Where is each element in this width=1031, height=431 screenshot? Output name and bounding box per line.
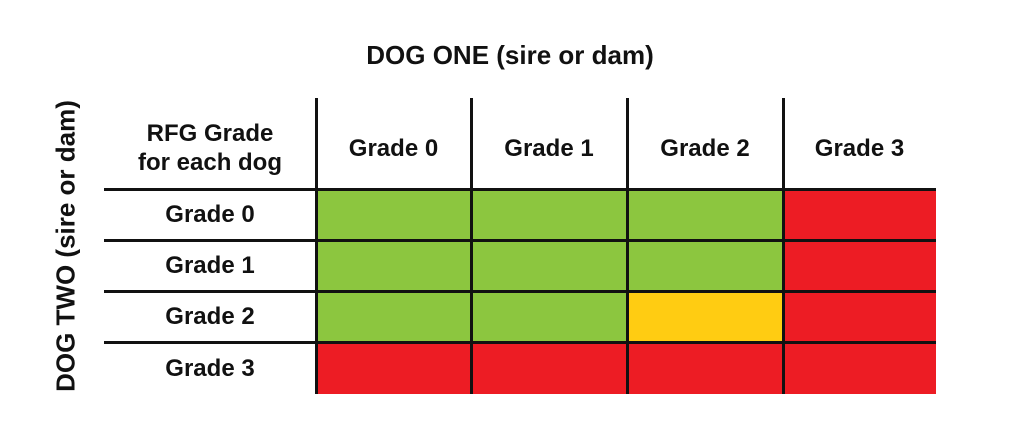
corner-label-line-1: RFG Grade (146, 120, 274, 147)
matrix-cell-red (783, 291, 936, 342)
matrix-cell-red (471, 342, 627, 394)
matrix-cell-red (783, 240, 936, 291)
grid-horizontal-line (104, 239, 936, 242)
matrix-cell-yellow (627, 291, 783, 342)
matrix-cell-green (471, 189, 627, 240)
matrix-cell-green (471, 291, 627, 342)
column-header-grade-2: Grade 2 (660, 135, 750, 162)
column-header-grade-3: Grade 3 (814, 135, 905, 162)
row-header-grade-3: Grade 3 (165, 354, 255, 382)
matrix-cell-green (316, 291, 471, 342)
row-header-grade-0: Grade 0 (165, 201, 255, 228)
corner-label: RFG Grade for each dog (104, 118, 316, 178)
matrix-cell-red (627, 342, 783, 394)
matrix-cell-red (783, 342, 936, 394)
matrix-cell-green (627, 240, 783, 291)
row-header-grade-2: Grade 2 (165, 303, 255, 330)
dog-one-axis-title: DOG ONE (sire or dam) (366, 40, 654, 70)
matrix-cell-red (783, 189, 936, 240)
dog-two-axis-title: DOG TWO (sire or dam) (50, 100, 81, 392)
grid-vertical-line (782, 98, 785, 394)
grid-vertical-line (315, 98, 318, 394)
column-header-grade-0: Grade 0 (348, 135, 439, 162)
grid-vertical-line (470, 98, 473, 394)
grid-vertical-line (626, 98, 629, 394)
grid-horizontal-line (104, 188, 936, 191)
grid-horizontal-line (104, 341, 936, 344)
grid-horizontal-line (104, 290, 936, 293)
row-header-grade-1: Grade 1 (165, 252, 255, 279)
corner-label-line-2: for each dog (137, 149, 282, 176)
matrix-cell-red (316, 342, 471, 394)
matrix-cell-green (471, 240, 627, 291)
matrix-cell-green (316, 240, 471, 291)
matrix-cell-green (627, 189, 783, 240)
column-header-grade-1: Grade 1 (504, 135, 594, 162)
matrix-cell-green (316, 189, 471, 240)
